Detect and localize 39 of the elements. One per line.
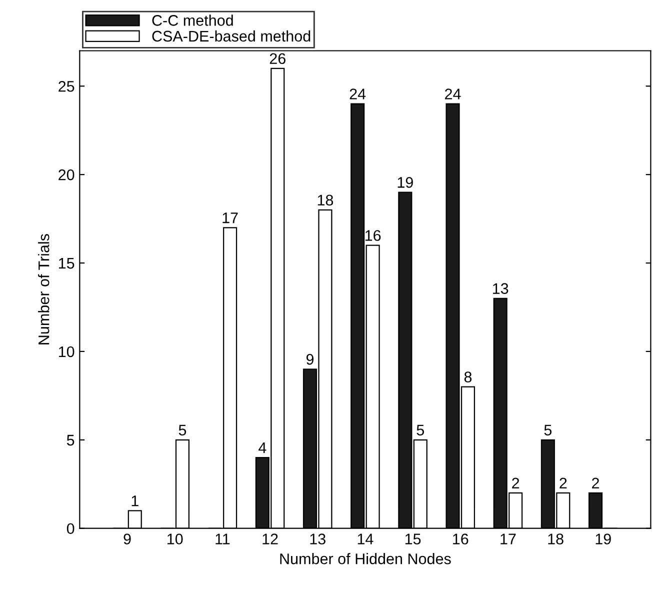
x-tick-label: 18 bbox=[548, 534, 564, 544]
data-label: 13 bbox=[493, 283, 508, 294]
data-label: 24 bbox=[350, 88, 366, 100]
data-label: 16 bbox=[365, 230, 381, 241]
legend-label: CSA-DE-based method bbox=[152, 30, 310, 42]
x-tick-label: 17 bbox=[500, 534, 516, 544]
data-label: 2 bbox=[512, 478, 520, 488]
x-tick-label: 10 bbox=[168, 534, 183, 544]
data-label: 18 bbox=[318, 194, 334, 206]
y-axis-title: Number of Trials bbox=[38, 234, 50, 344]
x-tick-label: 19 bbox=[596, 534, 611, 544]
data-label: 9 bbox=[306, 354, 314, 365]
x-tick-label: 15 bbox=[405, 534, 421, 544]
x-tick-label: 14 bbox=[358, 534, 374, 544]
x-tick-label: 16 bbox=[453, 534, 468, 544]
data-label: 8 bbox=[464, 372, 472, 382]
y-tick-label: 10 bbox=[58, 346, 74, 358]
x-axis-title: Number of Hidden Nodes bbox=[280, 553, 451, 564]
data-label: 5 bbox=[416, 424, 424, 436]
x-tick-label: 11 bbox=[216, 534, 230, 544]
data-label: 19 bbox=[398, 177, 413, 188]
data-label: 26 bbox=[270, 53, 286, 64]
y-tick-label: 25 bbox=[58, 80, 74, 92]
x-tick-label: 13 bbox=[310, 534, 326, 544]
legend-label: C-C method bbox=[152, 14, 233, 26]
y-tick-label: 15 bbox=[58, 258, 74, 269]
data-label: 5 bbox=[178, 424, 186, 436]
x-tick-label: 9 bbox=[124, 534, 131, 544]
data-label: 2 bbox=[592, 478, 599, 488]
data-label: 2 bbox=[560, 478, 567, 488]
data-label: 5 bbox=[544, 424, 552, 436]
data-label: 4 bbox=[258, 442, 266, 454]
data-label: 1 bbox=[132, 496, 138, 506]
data-label: 24 bbox=[445, 88, 461, 100]
x-tick-label: 12 bbox=[262, 534, 278, 544]
y-tick-label: 20 bbox=[58, 169, 74, 180]
data-label: 17 bbox=[222, 212, 238, 224]
y-tick-label: 0 bbox=[66, 523, 74, 534]
y-tick-label: 5 bbox=[66, 434, 74, 446]
